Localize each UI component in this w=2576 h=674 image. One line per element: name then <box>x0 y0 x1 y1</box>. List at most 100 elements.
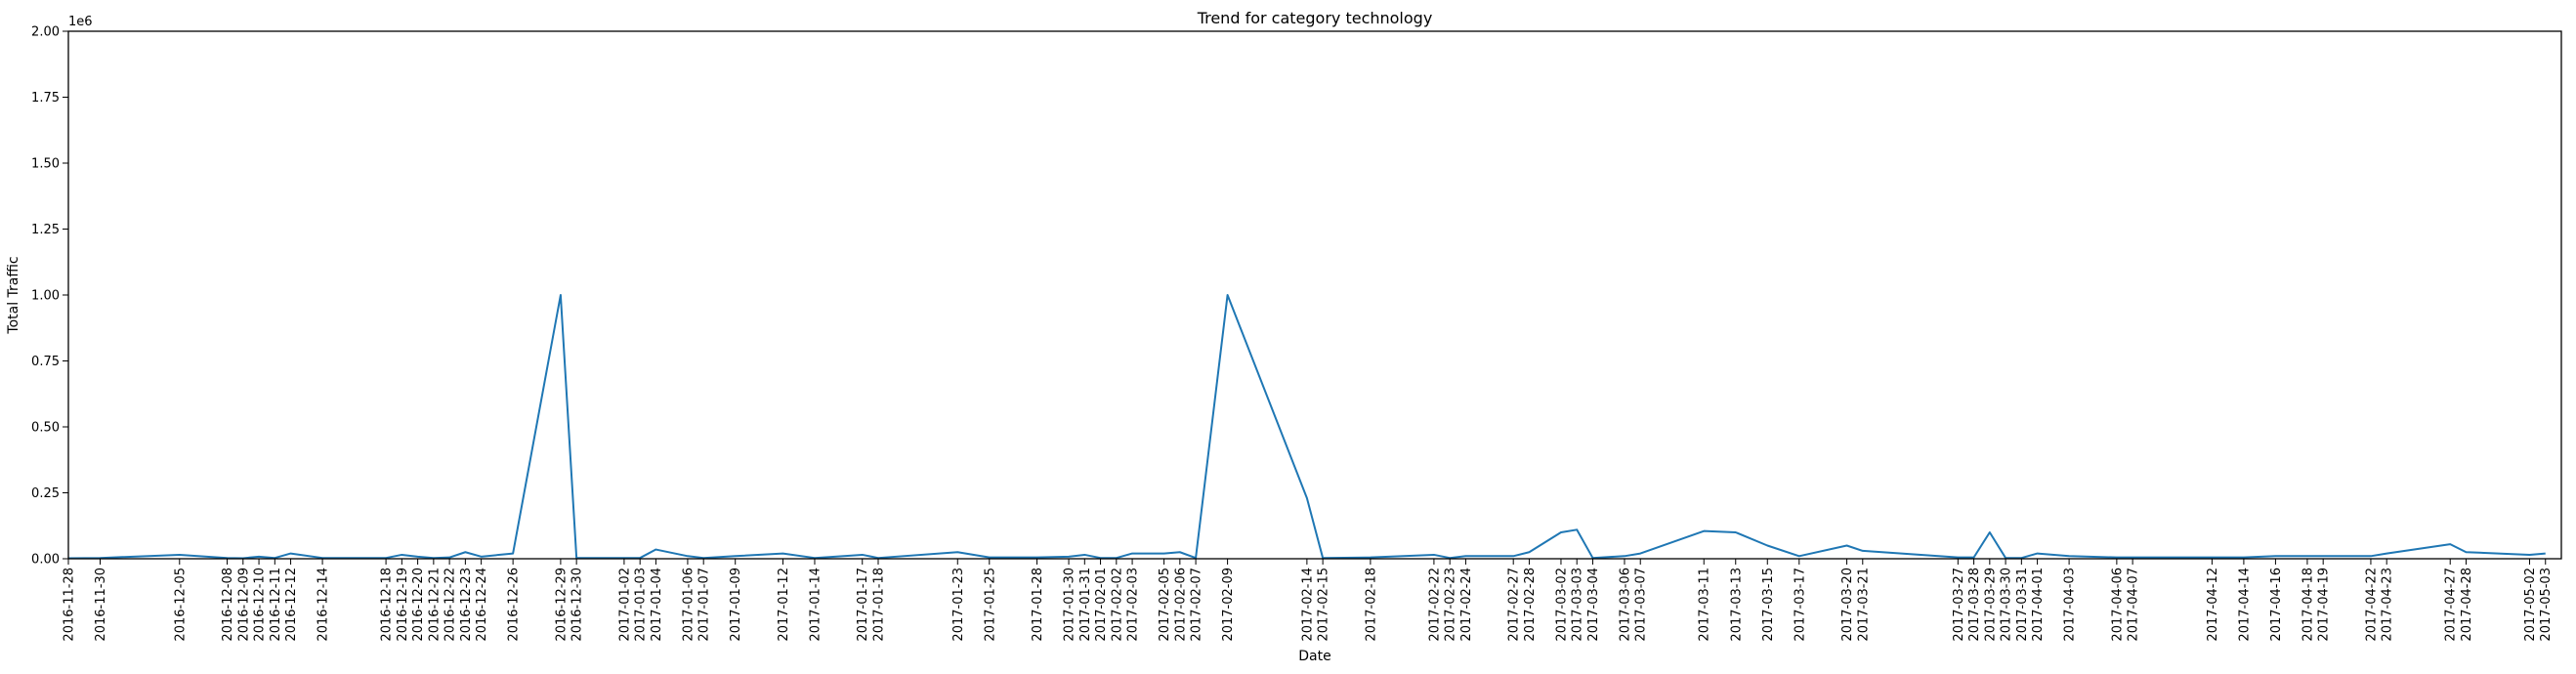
x-tick-label: 2017-02-03 <box>1126 568 1141 642</box>
x-tick-label: 2017-02-18 <box>1364 568 1378 642</box>
x-tick-label: 2017-01-09 <box>729 568 743 642</box>
x-tick-label: 2016-12-12 <box>284 568 299 642</box>
x-tick-label: 2017-04-16 <box>2269 568 2284 642</box>
x-tick-label: 2016-12-22 <box>443 568 458 642</box>
series-line <box>67 294 2546 560</box>
x-tick-label: 2017-03-13 <box>1729 568 1744 642</box>
x-tick-label: 2017-01-03 <box>634 568 649 642</box>
x-tick-label: 2017-04-28 <box>2460 568 2474 642</box>
x-tick-label: 2017-03-03 <box>1571 568 1585 642</box>
x-tick-label: 2017-02-07 <box>1190 568 1204 642</box>
x-tick-label: 2017-02-15 <box>1317 568 1331 642</box>
x-tick-label: 2017-02-24 <box>1459 568 1474 642</box>
x-tick-label: 2017-04-18 <box>2301 568 2315 642</box>
x-tick-label: 2016-12-20 <box>411 568 426 642</box>
x-tick-label: 2017-04-23 <box>2381 568 2395 642</box>
x-axis-title: Date <box>1298 649 1330 664</box>
x-tick-label: 2016-12-29 <box>554 568 569 642</box>
x-tick-label: 2016-12-14 <box>317 568 331 642</box>
x-tick-label: 2017-02-23 <box>1444 568 1458 642</box>
x-tick-label: 2017-03-27 <box>1952 568 1966 642</box>
x-tick-label: 2017-01-25 <box>983 568 997 642</box>
x-tick-label: 2017-04-03 <box>2063 568 2078 642</box>
x-tick-label: 2016-12-30 <box>570 568 585 642</box>
x-tick-label: 2017-02-01 <box>1094 568 1109 642</box>
x-axis: 2016-11-28 2016-11-30 2016-12-05 2016-12-08… <box>63 559 2554 642</box>
x-tick-label: 2017-01-31 <box>1078 568 1093 642</box>
x-tick-label: 2016-11-28 <box>63 568 77 642</box>
x-tick-label: 2017-01-06 <box>681 568 696 642</box>
y-tick-label: 1.75 <box>31 91 60 105</box>
x-tick-label: 2017-04-22 <box>2364 568 2379 642</box>
x-tick-label: 2017-03-29 <box>1983 568 1998 642</box>
x-tick-label: 2017-05-03 <box>2539 568 2554 642</box>
x-tick-label: 2016-12-19 <box>396 568 410 642</box>
x-tick-label: 2017-01-28 <box>1031 568 1045 642</box>
x-tick-label: 2017-03-28 <box>1967 568 1982 642</box>
chart-title: Trend for category technology <box>1197 9 1433 27</box>
x-tick-label: 2017-01-14 <box>808 568 823 642</box>
x-tick-label: 2016-12-08 <box>221 568 235 642</box>
x-tick-label: 2016-12-24 <box>475 568 489 642</box>
x-tick-label: 2017-02-06 <box>1173 568 1188 642</box>
x-tick-label: 2016-12-21 <box>427 568 442 642</box>
x-tick-label: 2017-01-18 <box>871 568 886 642</box>
y-tick-label: 0.00 <box>31 553 60 568</box>
y-tick-label: 1.00 <box>31 289 60 304</box>
x-tick-label: 2017-01-04 <box>650 568 664 642</box>
y-tick-label: 0.75 <box>31 355 60 369</box>
x-tick-label: 2017-04-12 <box>2206 568 2220 642</box>
x-tick-label: 2017-05-02 <box>2523 568 2538 642</box>
y-axis-title: Total Traffic <box>6 256 21 334</box>
x-tick-label: 2016-12-05 <box>173 568 188 642</box>
x-tick-label: 2017-03-20 <box>1840 568 1855 642</box>
x-tick-label: 2017-04-01 <box>2031 568 2046 642</box>
x-tick-label: 2017-03-07 <box>1634 568 1649 642</box>
x-tick-label: 2017-04-14 <box>2237 568 2252 642</box>
x-tick-label: 2017-03-11 <box>1698 568 1712 642</box>
x-tick-label: 2017-03-31 <box>2015 568 2030 642</box>
x-tick-label: 2017-02-02 <box>1110 568 1124 642</box>
y-tick-label: 1.25 <box>31 223 60 237</box>
y-axis: 0.00 0.25 0.50 0.75 1.00 1.25 1.50 1.75 2.00 <box>31 25 68 568</box>
x-tick-label: 2017-03-02 <box>1554 568 1569 642</box>
x-tick-label: 2017-02-22 <box>1427 568 1442 642</box>
x-tick-label: 2017-03-21 <box>1856 568 1871 642</box>
x-tick-label: 2016-12-11 <box>269 568 283 642</box>
x-tick-label: 2017-04-19 <box>2317 568 2332 642</box>
y-tick-label: 0.25 <box>31 486 60 501</box>
x-tick-label: 2016-12-18 <box>380 568 395 642</box>
x-tick-label: 2017-01-12 <box>777 568 791 642</box>
x-tick-label: 2017-01-23 <box>951 568 966 642</box>
x-tick-label: 2017-03-30 <box>2000 568 2014 642</box>
x-tick-label: 2017-01-02 <box>617 568 632 642</box>
x-tick-label: 2016-12-26 <box>507 568 522 642</box>
x-tick-label: 2017-04-27 <box>2444 568 2459 642</box>
x-tick-label: 2017-02-09 <box>1221 568 1236 642</box>
y-tick-label: 1.50 <box>31 157 60 172</box>
x-tick-label: 2017-01-17 <box>856 568 870 642</box>
x-tick-label: 2016-12-23 <box>459 568 474 642</box>
x-tick-label: 2017-04-07 <box>2127 568 2141 642</box>
x-tick-label: 2017-01-07 <box>697 568 712 642</box>
x-tick-label: 2017-04-06 <box>2110 568 2125 642</box>
x-tick-label: 2016-11-30 <box>94 568 108 642</box>
y-tick-label: 2.00 <box>31 25 60 40</box>
x-tick-label: 2017-02-28 <box>1523 568 1538 642</box>
x-tick-label: 2017-03-06 <box>1618 568 1632 642</box>
x-tick-label: 2017-03-17 <box>1793 568 1807 642</box>
y-tick-label: 0.50 <box>31 421 60 436</box>
x-tick-label: 2017-03-15 <box>1761 568 1776 642</box>
x-tick-label: 2017-02-05 <box>1158 568 1172 642</box>
plot-frame <box>67 30 2562 560</box>
y-axis-offset-label: 1e6 <box>68 15 93 29</box>
x-tick-label: 2016-12-10 <box>253 568 268 642</box>
plot-area <box>67 294 2546 560</box>
x-tick-label: 2016-12-09 <box>236 568 251 642</box>
x-tick-label: 2017-01-30 <box>1063 568 1077 642</box>
x-tick-label: 2017-03-04 <box>1586 568 1601 642</box>
x-tick-label: 2017-02-27 <box>1507 568 1522 642</box>
x-tick-label: 2017-02-14 <box>1300 568 1315 642</box>
